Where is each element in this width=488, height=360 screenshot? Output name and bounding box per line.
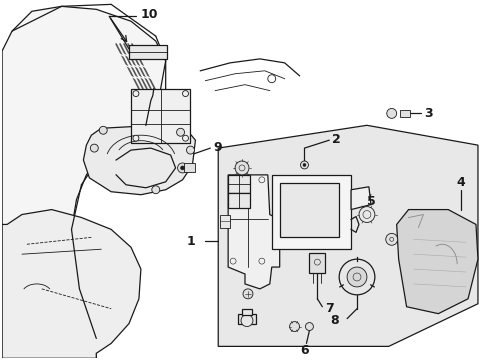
Text: 3: 3 — [424, 107, 432, 120]
Circle shape — [133, 91, 139, 96]
Circle shape — [186, 146, 194, 154]
Circle shape — [230, 258, 236, 264]
Circle shape — [180, 166, 184, 170]
Polygon shape — [218, 125, 477, 346]
Circle shape — [177, 163, 187, 173]
Circle shape — [182, 91, 188, 96]
Text: 5: 5 — [366, 195, 375, 208]
Polygon shape — [2, 210, 141, 358]
Circle shape — [386, 108, 396, 118]
Circle shape — [305, 323, 313, 330]
Text: 6: 6 — [300, 344, 308, 357]
Circle shape — [235, 161, 248, 175]
Circle shape — [243, 289, 252, 299]
Polygon shape — [2, 6, 165, 358]
Bar — [399, 111, 409, 117]
Circle shape — [241, 315, 252, 327]
Polygon shape — [350, 187, 370, 210]
Polygon shape — [83, 125, 195, 195]
Circle shape — [358, 207, 374, 222]
Bar — [131, 89, 190, 143]
Circle shape — [176, 128, 184, 136]
Circle shape — [258, 177, 264, 183]
Bar — [228, 193, 249, 208]
Bar — [242, 309, 251, 315]
Circle shape — [300, 161, 308, 169]
Text: 4: 4 — [456, 176, 465, 189]
Circle shape — [151, 186, 160, 194]
Circle shape — [258, 258, 264, 264]
Circle shape — [346, 267, 366, 287]
Text: 2: 2 — [331, 133, 340, 146]
Circle shape — [339, 259, 374, 295]
Bar — [279, 183, 339, 237]
Bar — [271, 175, 350, 249]
Bar — [183, 163, 195, 172]
Circle shape — [182, 135, 188, 141]
Bar — [309, 253, 325, 273]
Text: 10: 10 — [141, 8, 158, 21]
Polygon shape — [228, 175, 279, 289]
Bar — [228, 175, 249, 193]
Circle shape — [133, 135, 139, 141]
Bar — [220, 215, 230, 228]
Text: 9: 9 — [213, 141, 222, 154]
Polygon shape — [396, 210, 477, 314]
Text: 8: 8 — [330, 314, 339, 327]
Circle shape — [90, 144, 98, 152]
Text: 1: 1 — [186, 235, 195, 248]
Circle shape — [303, 163, 305, 166]
Circle shape — [230, 177, 236, 183]
Circle shape — [99, 126, 107, 134]
Text: 7: 7 — [325, 302, 333, 315]
Bar — [129, 45, 166, 59]
Bar — [238, 314, 255, 324]
Circle shape — [385, 233, 397, 245]
Circle shape — [289, 321, 299, 332]
